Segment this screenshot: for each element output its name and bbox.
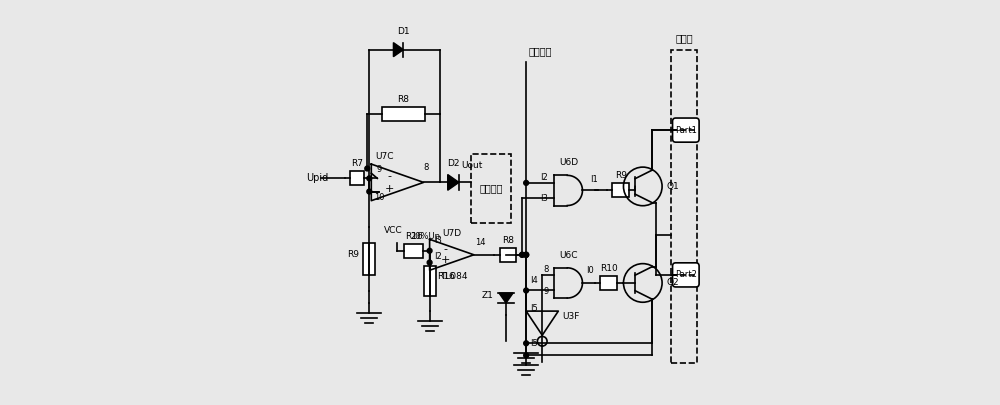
Text: I2: I2 [541,173,548,182]
Circle shape [524,252,529,257]
Polygon shape [393,43,403,57]
Bar [363,243,375,275]
Bar [424,266,436,296]
Text: R16: R16 [437,272,455,281]
Text: U7C: U7C [375,152,394,161]
Text: R8: R8 [397,95,409,104]
Bar [671,50,697,363]
Text: Z1: Z1 [482,291,494,300]
Text: +: + [440,255,450,265]
Text: Upid: Upid [306,173,328,183]
Text: 20%Up: 20%Up [411,232,441,241]
Circle shape [365,166,370,171]
FancyBboxPatch shape [673,263,699,287]
Circle shape [524,252,529,257]
Bar [500,248,516,262]
Circle shape [367,189,372,194]
Text: Part1: Part1 [675,126,697,134]
Bar [612,183,629,198]
Circle shape [520,252,525,257]
Text: U7D: U7D [442,229,461,238]
Bar [471,154,511,223]
Text: R7: R7 [351,159,363,168]
Text: 9: 9 [377,165,382,174]
Bar [600,276,617,290]
Polygon shape [499,293,513,303]
Circle shape [524,181,529,185]
Circle shape [427,248,432,253]
Text: 8: 8 [543,265,548,274]
Text: I4: I4 [530,276,538,285]
Text: TL084: TL084 [440,272,468,281]
Circle shape [524,288,529,293]
Bar [404,244,423,258]
Text: VCC: VCC [384,226,403,234]
Text: R9: R9 [615,171,627,180]
Text: U3F: U3F [562,312,580,321]
Text: I3: I3 [434,236,442,245]
Text: Part2: Part2 [675,271,697,279]
Text: U6C: U6C [559,251,578,260]
Text: I5: I5 [530,339,538,348]
Text: Q1: Q1 [666,182,679,191]
Text: Uout: Uout [461,161,482,171]
Text: I0: I0 [586,266,594,275]
Bar [382,107,425,121]
Text: +: + [385,184,394,194]
Circle shape [427,260,432,265]
Text: I3: I3 [540,194,548,203]
Polygon shape [448,175,459,190]
Text: 驱动器: 驱动器 [675,34,693,44]
Text: I5: I5 [530,304,538,313]
Bar [350,171,364,185]
Text: R9: R9 [347,250,359,259]
Text: 14: 14 [475,238,485,247]
FancyBboxPatch shape [673,118,699,142]
Circle shape [524,353,529,358]
Text: D1: D1 [397,27,410,36]
Text: 9: 9 [543,286,548,296]
Text: Q2: Q2 [666,279,679,288]
Text: R10: R10 [600,264,617,273]
Text: I1: I1 [590,175,598,184]
Circle shape [367,176,372,181]
Text: -: - [388,171,392,181]
Text: 8: 8 [423,163,428,172]
Circle shape [524,341,529,346]
Text: -: - [443,244,447,254]
Text: D2: D2 [447,159,460,168]
Text: R8: R8 [502,236,514,245]
Text: I2: I2 [434,252,441,260]
Circle shape [524,252,529,257]
Circle shape [520,252,525,257]
Text: R16: R16 [405,232,422,241]
Text: 鉴相信号: 鉴相信号 [528,46,552,55]
Text: 10: 10 [374,193,385,202]
Text: 压频变换: 压频变换 [479,183,503,194]
Text: U6D: U6D [559,158,578,167]
